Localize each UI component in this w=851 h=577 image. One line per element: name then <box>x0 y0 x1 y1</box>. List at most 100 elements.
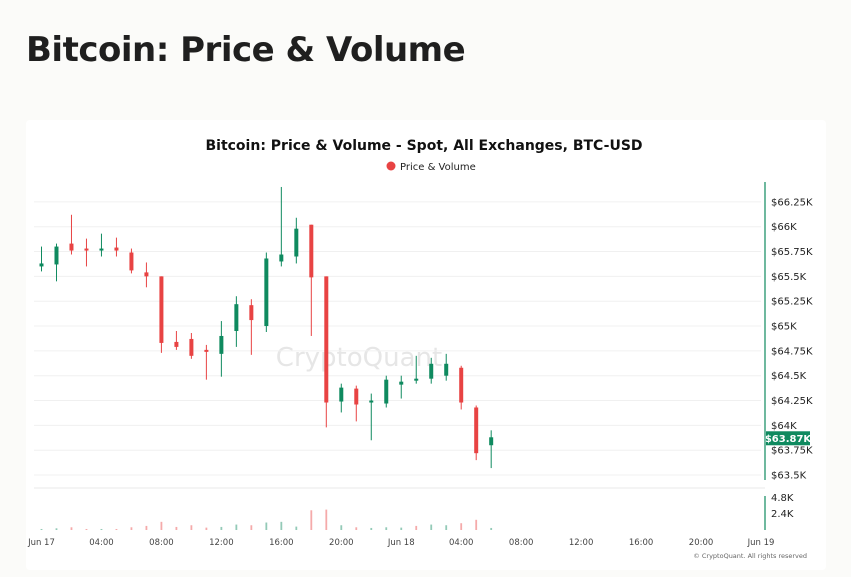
volume-bar[interactable] <box>85 528 88 530</box>
candle[interactable] <box>159 276 164 353</box>
candle[interactable] <box>144 262 149 288</box>
time-tick-label: 20:00 <box>329 538 354 548</box>
volume-bar[interactable] <box>265 522 268 530</box>
candle-body <box>69 243 74 251</box>
candle[interactable] <box>249 299 254 355</box>
candle[interactable] <box>399 375 404 399</box>
candle-body <box>414 378 419 381</box>
volume-bar[interactable] <box>40 528 43 530</box>
volume-bar[interactable] <box>430 524 433 530</box>
volume-ticks: 2.4K 4.8K <box>771 493 794 520</box>
candle[interactable] <box>279 186 284 267</box>
candle[interactable] <box>219 321 224 377</box>
candle-body <box>204 349 209 352</box>
candle[interactable] <box>369 393 374 441</box>
candle[interactable] <box>114 237 119 257</box>
candle[interactable] <box>444 353 449 381</box>
volume-bar[interactable] <box>55 528 58 530</box>
candle-body <box>429 363 434 379</box>
candle[interactable] <box>129 248 134 274</box>
volume-tick-label: 2.4K <box>771 509 794 520</box>
volume-bar[interactable] <box>445 525 448 530</box>
candle[interactable] <box>264 252 269 332</box>
candle[interactable] <box>189 332 194 359</box>
candle[interactable] <box>459 365 464 410</box>
candle-body <box>399 381 404 385</box>
candle[interactable] <box>324 276 329 428</box>
volume-bar[interactable] <box>145 525 148 530</box>
volume-bar[interactable] <box>220 526 223 530</box>
candle[interactable] <box>309 224 314 336</box>
last-price-badge <box>766 431 810 446</box>
candle[interactable] <box>84 238 89 267</box>
volume-bar[interactable] <box>280 521 283 530</box>
volume-bar[interactable] <box>115 528 118 530</box>
time-tick-label: Jun 17 <box>27 538 55 548</box>
candle[interactable] <box>339 383 344 413</box>
candle[interactable] <box>354 385 359 422</box>
candle-body <box>444 363 449 376</box>
watermark: CryptoQuant <box>276 343 442 373</box>
candle-body <box>249 305 254 321</box>
volume-bar[interactable] <box>190 525 193 530</box>
volume-bar[interactable] <box>235 524 238 530</box>
time-tick-label: 04:00 <box>449 538 474 548</box>
volume-bar[interactable] <box>160 521 163 530</box>
candle-body <box>279 254 284 262</box>
price-tick-label: $63.75K <box>771 446 813 457</box>
price-volume-chart[interactable]: Bitcoin: Price & Volume - Spot, All Exch… <box>26 120 826 570</box>
volume-bar[interactable] <box>325 509 328 530</box>
candle-body <box>339 387 344 402</box>
volume-bar[interactable] <box>355 527 358 530</box>
candle-body <box>474 407 479 454</box>
candle-body <box>294 228 299 257</box>
candle-body <box>219 335 224 354</box>
volume-bar[interactable] <box>175 526 178 530</box>
price-tick-label: $63.5K <box>771 471 807 482</box>
chart-title: Bitcoin: Price & Volume - Spot, All Exch… <box>205 138 642 154</box>
price-ticks: $63.5K $63.75K $64K $64.25K $64.5K $64.75K $65… <box>771 197 813 481</box>
candle[interactable] <box>414 355 419 384</box>
volume-bar[interactable] <box>415 525 418 530</box>
candle[interactable] <box>234 296 239 347</box>
candle[interactable] <box>429 357 434 384</box>
candle[interactable] <box>294 217 299 264</box>
volume-bar[interactable] <box>130 527 133 530</box>
candle[interactable] <box>474 405 479 461</box>
candle-body <box>489 437 494 446</box>
candle[interactable] <box>99 233 104 257</box>
volume-bar[interactable] <box>310 510 313 530</box>
candle[interactable] <box>174 331 179 350</box>
candle-body <box>39 263 44 267</box>
candle[interactable] <box>204 344 209 380</box>
candle[interactable] <box>39 246 44 272</box>
volume-bar[interactable] <box>385 527 388 530</box>
candle[interactable] <box>54 243 59 282</box>
volume-bar[interactable] <box>70 527 73 530</box>
candle-body <box>189 338 194 356</box>
candle-body <box>84 248 89 251</box>
legend-label[interactable]: Price & Volume <box>400 162 476 173</box>
candle[interactable] <box>489 430 494 469</box>
volume-bar[interactable] <box>295 526 298 530</box>
gridlines <box>34 201 765 489</box>
volume-bar[interactable] <box>400 527 403 530</box>
volume-bar[interactable] <box>250 525 253 530</box>
volume-bar[interactable] <box>490 527 493 530</box>
volume-bar[interactable] <box>460 523 463 530</box>
volume-bar[interactable] <box>370 527 373 530</box>
page-title: Bitcoin: Price & Volume <box>26 30 466 70</box>
volume-bar[interactable] <box>100 528 103 530</box>
volume-bar[interactable] <box>340 525 343 530</box>
time-tick-label: 16:00 <box>269 538 294 548</box>
candle-body <box>174 341 179 347</box>
time-tick-label: Jun 18 <box>387 538 415 548</box>
candle-body <box>144 272 149 277</box>
candle[interactable] <box>69 214 74 255</box>
candle-body <box>114 247 119 251</box>
candle[interactable] <box>384 375 389 408</box>
price-tick-label: $65K <box>771 322 797 333</box>
volume-bar[interactable] <box>475 519 478 530</box>
last-price-label: $63.87K <box>765 434 813 445</box>
volume-bar[interactable] <box>205 527 208 530</box>
